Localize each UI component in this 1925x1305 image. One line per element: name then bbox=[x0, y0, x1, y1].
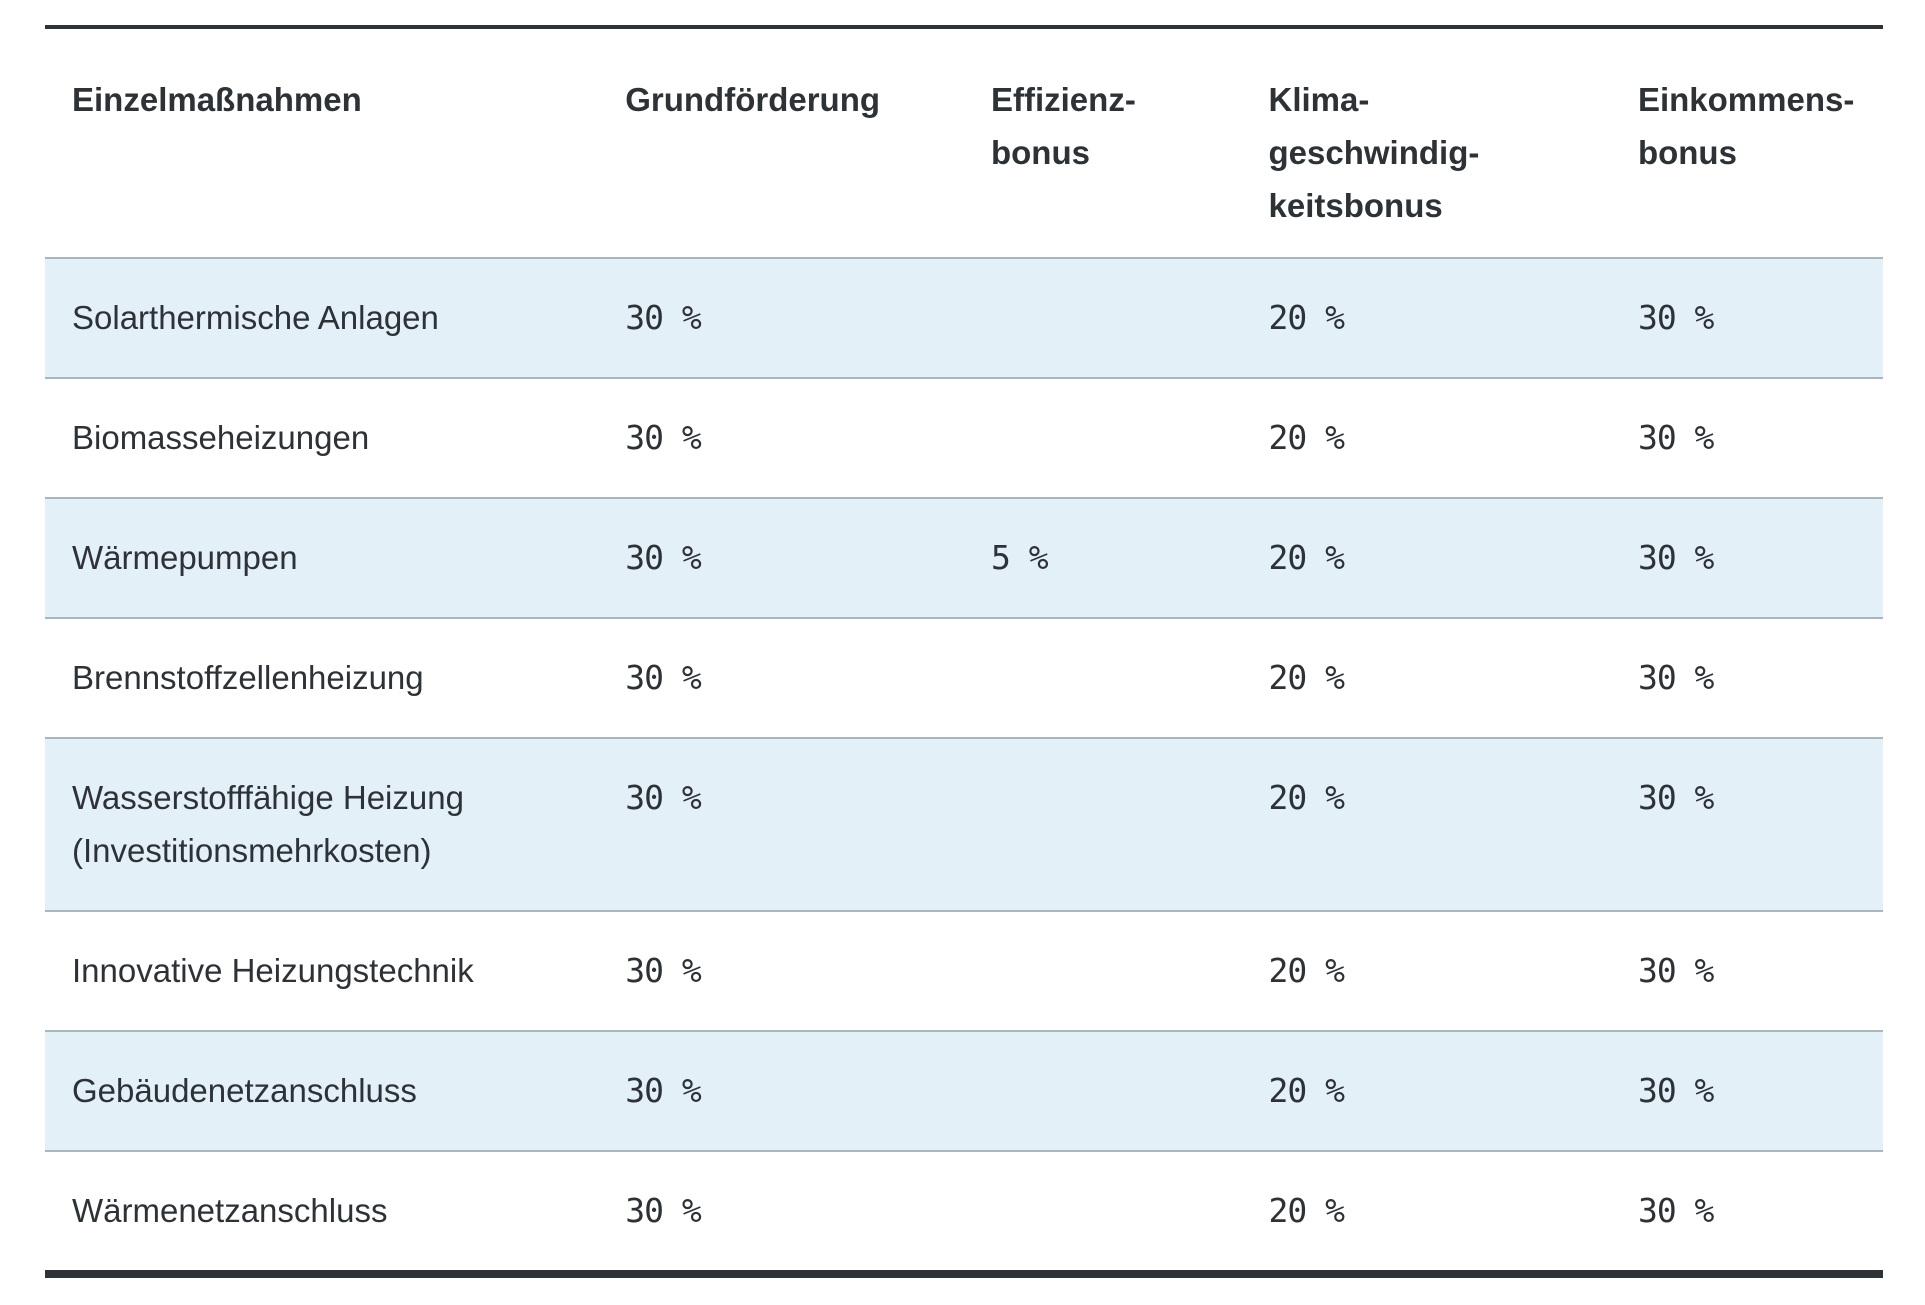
value-cell-effizienzbonus bbox=[964, 1031, 1242, 1151]
table-row: Wärmepumpen 30 % 5 % 20 % 30 % bbox=[45, 498, 1883, 618]
value-cell-klimageschwindigkeitsbonus: 20 % bbox=[1268, 1191, 1345, 1230]
value-cell-klimageschwindigkeitsbonus: 20 % bbox=[1268, 298, 1345, 337]
value-cell-einkommensbonus: 30 % bbox=[1637, 951, 1714, 990]
value-cell-grundfoerderung: 30 % bbox=[625, 418, 701, 457]
value-cell-effizienzbonus bbox=[964, 258, 1242, 378]
value-cell-effizienzbonus: 5 % bbox=[990, 538, 1049, 577]
value-cell-einkommensbonus: 30 % bbox=[1637, 778, 1714, 817]
measure-label: Wärmenetzanschluss bbox=[72, 1192, 388, 1229]
value-cell-grundfoerderung: 30 % bbox=[625, 658, 701, 697]
value-cell-einkommensbonus: 30 % bbox=[1637, 658, 1714, 697]
value-cell-einkommensbonus: 30 % bbox=[1637, 418, 1714, 457]
value-cell-grundfoerderung: 30 % bbox=[625, 778, 701, 817]
table-row: Solarthermische Anlagen 30 % 20 % 30 % bbox=[45, 258, 1883, 378]
value-cell-klimageschwindigkeitsbonus: 20 % bbox=[1268, 951, 1345, 990]
measure-label: Gebäudenetzanschluss bbox=[72, 1072, 417, 1109]
funding-rates-table: Einzelmaßnahmen Grundförderung Effizienz- … bbox=[45, 25, 1883, 1278]
value-cell-klimageschwindigkeitsbonus: 20 % bbox=[1268, 538, 1345, 577]
table-body: Solarthermische Anlagen 30 % 20 % 30 % Bioma… bbox=[45, 258, 1883, 1274]
value-cell-klimageschwindigkeitsbonus: 20 % bbox=[1268, 418, 1345, 457]
column-header-effizienzbonus: Effizienz- bonus bbox=[990, 81, 1136, 171]
value-cell-grundfoerderung: 30 % bbox=[625, 951, 701, 990]
column-header-grundfoerderung: Grundförderung bbox=[625, 81, 881, 118]
value-cell-effizienzbonus bbox=[964, 911, 1242, 1031]
measure-label: Solarthermische Anlagen bbox=[72, 299, 439, 336]
measure-label: Biomasseheizungen bbox=[72, 419, 370, 456]
table-row: Wärmenetzanschluss 30 % 20 % 30 % bbox=[45, 1151, 1883, 1274]
value-cell-klimageschwindigkeitsbonus: 20 % bbox=[1268, 1071, 1345, 1110]
measure-label: Wasserstofffähige Heizung (Investitionsm… bbox=[72, 779, 464, 869]
value-cell-effizienzbonus bbox=[964, 618, 1242, 738]
value-cell-einkommensbonus: 30 % bbox=[1637, 298, 1714, 337]
value-cell-grundfoerderung: 30 % bbox=[625, 538, 701, 577]
value-cell-klimageschwindigkeitsbonus: 20 % bbox=[1268, 778, 1345, 817]
value-cell-einkommensbonus: 30 % bbox=[1637, 538, 1714, 577]
value-cell-effizienzbonus bbox=[964, 1151, 1242, 1274]
content-area: Einzelmaßnahmen Grundförderung Effizienz- … bbox=[45, 25, 1883, 1278]
measure-label: Wärmepumpen bbox=[72, 539, 298, 576]
table-row: Brennstoffzellenheizung 30 % 20 % 30 % bbox=[45, 618, 1883, 738]
column-header-einzelmassnahmen: Einzelmaßnahmen bbox=[72, 81, 362, 118]
value-cell-effizienzbonus bbox=[964, 738, 1242, 911]
table-header-row: Einzelmaßnahmen Grundförderung Effizienz- … bbox=[45, 27, 1883, 258]
table-row: Wasserstofffähige Heizung (Investitionsm… bbox=[45, 738, 1883, 911]
value-cell-einkommensbonus: 30 % bbox=[1637, 1191, 1714, 1230]
value-cell-effizienzbonus bbox=[964, 378, 1242, 498]
value-cell-grundfoerderung: 30 % bbox=[625, 1191, 701, 1230]
value-cell-grundfoerderung: 30 % bbox=[625, 298, 701, 337]
column-header-einkommensbonus: Einkommens- bonus bbox=[1637, 81, 1855, 171]
value-cell-klimageschwindigkeitsbonus: 20 % bbox=[1268, 658, 1345, 697]
value-cell-grundfoerderung: 30 % bbox=[625, 1071, 701, 1110]
table-row: Innovative Heizungstechnik 30 % 20 % 30 % bbox=[45, 911, 1883, 1031]
table-row: Gebäudenetzanschluss 30 % 20 % 30 % bbox=[45, 1031, 1883, 1151]
table-row: Biomasseheizungen 30 % 20 % 30 % bbox=[45, 378, 1883, 498]
measure-label: Brennstoffzellenheizung bbox=[72, 659, 424, 696]
value-cell-einkommensbonus: 30 % bbox=[1637, 1071, 1714, 1110]
measure-label: Innovative Heizungstechnik bbox=[72, 952, 474, 989]
column-header-klimageschwindigkeitsbonus: Klima- geschwindig- keitsbonus bbox=[1268, 81, 1480, 224]
